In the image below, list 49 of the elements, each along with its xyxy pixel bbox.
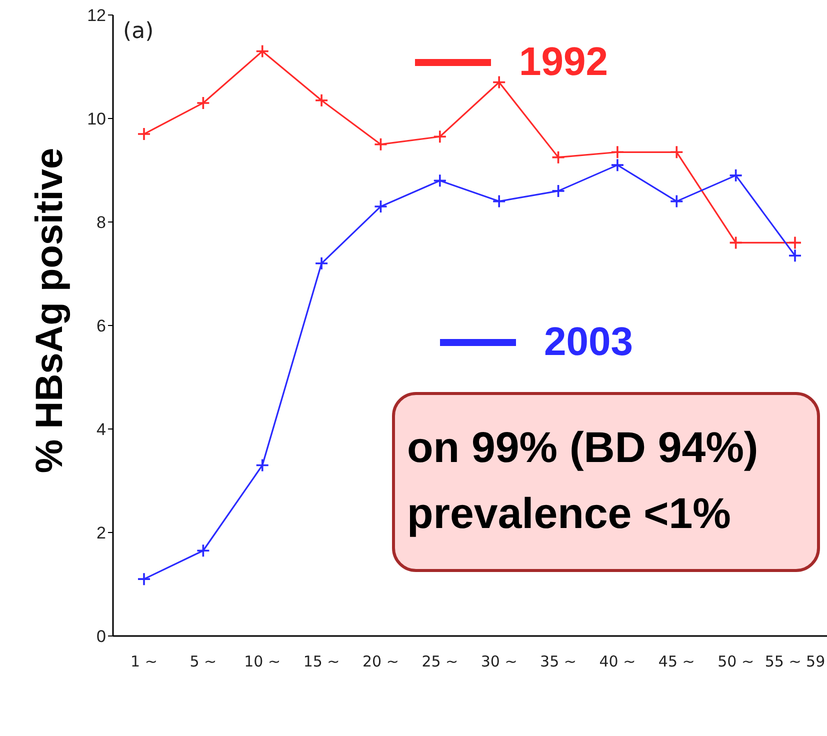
- x-tick-label: 25 ~: [422, 652, 458, 671]
- y-tick-label: 8: [96, 213, 106, 232]
- point: [728, 236, 743, 250]
- point: [728, 168, 743, 182]
- x-tick-label: 40 ~: [599, 652, 636, 671]
- y-axis-title: % HBsAg positive: [29, 148, 71, 474]
- annotation: prevalence <1%: [407, 489, 732, 540]
- y-tick-label: 12: [87, 6, 106, 26]
- legend-label: 1992: [519, 39, 608, 86]
- point: [492, 75, 506, 90]
- point: [314, 256, 328, 270]
- point: [314, 93, 328, 108]
- chart-title: (a): [123, 19, 154, 44]
- x-tick-label: 10 ~: [244, 652, 281, 671]
- point: [196, 544, 210, 558]
- point: [788, 248, 802, 263]
- x-tick-label: 50 ~: [718, 652, 754, 671]
- point: [137, 572, 151, 586]
- y-tick-label: 4: [96, 420, 106, 440]
- point: [492, 194, 506, 208]
- point: [374, 137, 388, 152]
- point: [433, 130, 447, 144]
- point: [788, 236, 802, 250]
- x-tick-label: 15 ~: [303, 652, 340, 671]
- point: [433, 174, 447, 188]
- annotation: on 99% (BD 94%): [407, 423, 760, 474]
- point: [610, 158, 624, 172]
- y-tick-label: 0: [96, 627, 106, 646]
- x-tick-label: 30 ~: [480, 652, 518, 671]
- x-tick-label: 1 ~: [130, 652, 158, 671]
- point: [670, 194, 684, 208]
- point: [196, 96, 210, 110]
- x-tick-label: 5 ~: [190, 652, 217, 671]
- y-tick-label: 2: [96, 524, 106, 543]
- point: [670, 145, 684, 160]
- x-tick-label: 55 ~ 59: [764, 652, 826, 671]
- point: [255, 44, 270, 58]
- y-tick-label: 6: [96, 316, 106, 336]
- point: [551, 150, 566, 164]
- x-tick-label: 35 ~: [540, 652, 576, 671]
- point: [610, 145, 624, 160]
- y-tick-label: 10: [87, 110, 106, 129]
- legend-label: 2003: [544, 319, 633, 366]
- point: [255, 458, 270, 472]
- point: [551, 184, 566, 198]
- x-tick-label: 45 ~: [658, 652, 695, 671]
- point: [374, 200, 388, 214]
- x-tick-label: 20 ~: [362, 652, 399, 671]
- point: [137, 127, 151, 141]
